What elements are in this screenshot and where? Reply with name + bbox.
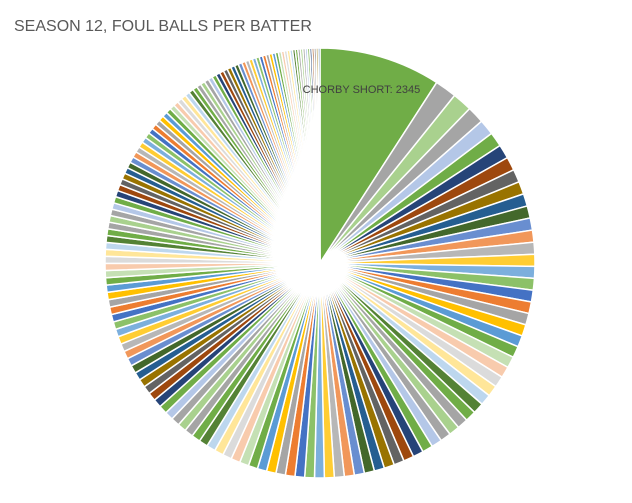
pie: [104, 47, 536, 479]
pie-slice: [319, 47, 438, 266]
chart-title: SEASON 12, FOUL BALLS PER BATTER: [14, 18, 312, 35]
data-label: CHORBY SHORT: 2345: [303, 84, 421, 96]
data-labels: CHORBY SHORT: 2345: [303, 84, 421, 96]
pie-slice: [317, 47, 321, 264]
